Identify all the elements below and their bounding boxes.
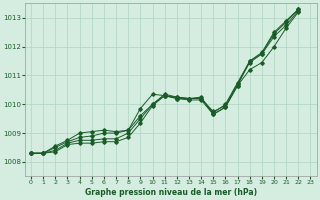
X-axis label: Graphe pression niveau de la mer (hPa): Graphe pression niveau de la mer (hPa)	[85, 188, 257, 197]
